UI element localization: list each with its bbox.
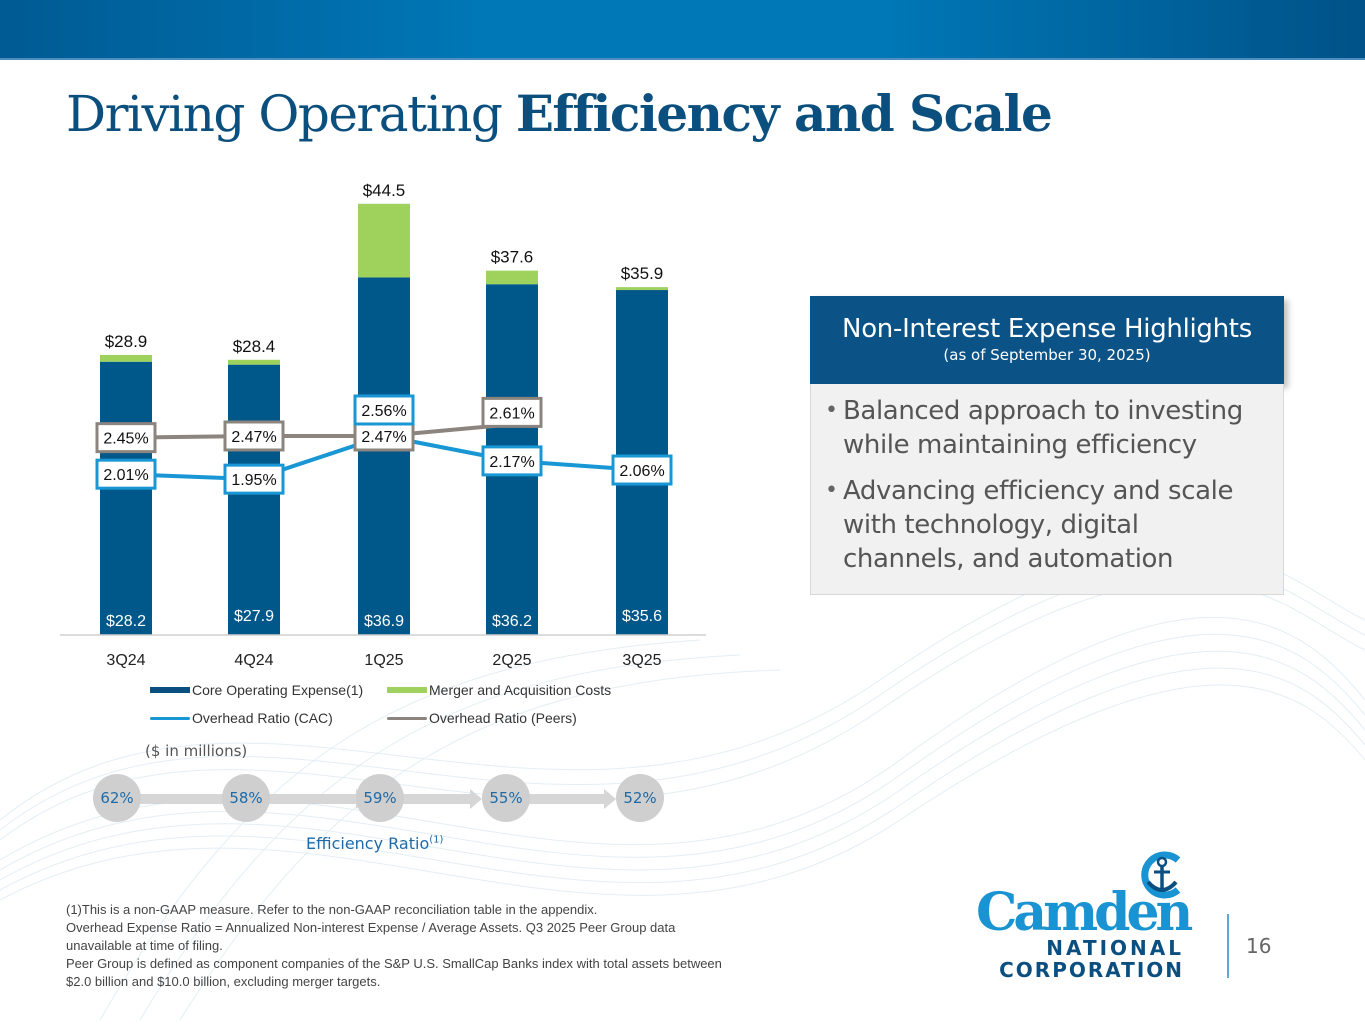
legend-line-peers <box>387 716 427 720</box>
cac-label-2Q25-box <box>481 445 543 477</box>
x-tick-1Q25: 1Q25 <box>364 652 403 669</box>
arrow-icon <box>396 789 482 809</box>
arrow-icon <box>136 789 238 809</box>
peers-label-3Q24-box <box>95 422 157 454</box>
cac-label-3Q24: 2.01% <box>103 467 148 484</box>
bar-merger-1Q25 <box>358 203 410 278</box>
legend-item-core: Core Operating Expense(1) <box>150 682 363 698</box>
units-note: ($ in millions) <box>145 742 248 760</box>
cac-label-2Q25: 2.17% <box>489 454 534 471</box>
bar-core-4Q24 <box>228 364 280 635</box>
total-label-3Q25: $35.9 <box>621 264 664 283</box>
x-tick-3Q25: 3Q25 <box>622 652 661 669</box>
arrow-icon <box>528 789 616 809</box>
efficiency-ratio-3q24: 62% <box>93 774 141 822</box>
legend-label-peers: Overhead Ratio (Peers) <box>429 710 577 726</box>
x-tick-4Q24: 4Q24 <box>234 652 273 669</box>
peers-label-2Q25-box <box>481 396 543 428</box>
core-label-3Q24: $28.2 <box>106 613 146 630</box>
ratio-label-1Q25-lower-box <box>353 420 415 452</box>
highlights-panel-body: Balanced approach to investing while mai… <box>810 384 1284 595</box>
bar-core-1Q25 <box>358 277 410 635</box>
efficiency-ratio-2q25: 55% <box>482 774 530 822</box>
header-banner <box>0 0 1365 60</box>
total-label-1Q25: $44.5 <box>363 181 406 200</box>
efficiency-ratio-3q25: 52% <box>616 774 664 822</box>
highlights-panel: Non-Interest Expense Highlights (as of S… <box>810 296 1284 595</box>
highlights-panel-title: Non-Interest Expense Highlights <box>842 314 1252 344</box>
footnote-line: (1)This is a non-GAAP measure. Refer to … <box>66 902 598 917</box>
legend-label-core: Core Operating Expense(1) <box>192 682 364 698</box>
expense-chart: $28.9 $28.2 3Q24 $28.4 $27.9 4Q24 $44.5 $36.9 1Q… <box>60 181 706 669</box>
cac-label-3Q25: 2.06% <box>619 463 664 480</box>
x-tick-3Q24: 3Q24 <box>106 652 145 669</box>
highlight-item: Advancing efficiency and scale with tech… <box>825 474 1263 576</box>
peers-label-4Q24-box <box>223 420 285 452</box>
legend-item-merger: Merger and Acquisition Costs <box>387 682 611 698</box>
legend-item-peers: Overhead Ratio (Peers) <box>387 710 577 726</box>
efficiency-ratio-footnote-mark: (1) <box>429 834 444 846</box>
legend-item-cac: Overhead Ratio (CAC) <box>150 710 333 726</box>
ratio-label-1Q25-upper-box <box>353 394 415 426</box>
bar-core-3Q24 <box>100 361 152 635</box>
efficiency-ratio-1q25: 59% <box>356 774 404 822</box>
legend-swatch-core <box>150 687 190 693</box>
cac-label-3Q25-box <box>611 454 673 486</box>
peers-label-3Q24: 2.45% <box>103 431 148 448</box>
slide-title-light: Driving Operating <box>66 85 516 143</box>
logo-wordmark: Camden <box>976 882 1193 943</box>
highlights-panel-header: Non-Interest Expense Highlights (as of S… <box>810 296 1284 384</box>
total-label-2Q25: $37.6 <box>491 248 534 267</box>
logo-national: NATIONAL <box>1046 936 1184 960</box>
footnotes: (1)This is a non-GAAP measure. Refer to … <box>66 901 726 991</box>
legend-line-cac <box>150 716 190 720</box>
ratio-label-1Q25-upper: 2.56% <box>361 403 406 420</box>
footnote-line: Overhead Expense Ratio = Annualized Non-… <box>66 920 676 953</box>
ratio-label-1Q25-lower: 2.47% <box>361 429 406 446</box>
total-label-4Q24: $28.4 <box>233 337 276 356</box>
efficiency-ratio-row: 62% 58% 59% 55% 52% <box>0 774 720 824</box>
efficiency-ratio-4q24: 58% <box>222 774 270 822</box>
logo-corporation: CORPORATION <box>999 958 1184 982</box>
line-overhead-peers <box>125 422 513 440</box>
anchor-icon <box>1141 851 1181 899</box>
highlights-panel-subtitle: (as of September 30, 2025) <box>943 346 1151 364</box>
total-label-3Q24: $28.9 <box>105 332 148 351</box>
page-divider <box>1227 914 1229 978</box>
cac-label-4Q24: 1.95% <box>231 472 276 489</box>
bar-merger-2Q25 <box>486 270 538 285</box>
arrow-icon <box>264 789 368 809</box>
highlight-item: Balanced approach to investing while mai… <box>825 394 1263 462</box>
peers-label-2Q25: 2.61% <box>489 405 534 422</box>
cac-label-3Q24-box <box>95 458 157 490</box>
core-label-1Q25: $36.9 <box>364 613 404 630</box>
highlights-list: Balanced approach to investing while mai… <box>825 394 1263 576</box>
page-number: 16 <box>1246 934 1272 958</box>
core-label-3Q25: $35.6 <box>622 608 662 625</box>
core-label-2Q25: $36.2 <box>492 613 532 630</box>
camden-logo: Camden NATIONAL CORPORATION <box>972 850 1193 990</box>
slide-title-bold: Efficiency and Scale <box>515 84 1053 143</box>
footnote-line: Peer Group is defined as component compa… <box>66 956 722 989</box>
bar-merger-4Q24 <box>228 359 280 365</box>
legend-label-cac: Overhead Ratio (CAC) <box>192 710 333 726</box>
efficiency-ratio-label: Efficiency Ratio(1) <box>306 834 443 853</box>
core-label-4Q24: $27.9 <box>234 608 274 625</box>
slide-title: Driving Operating Efficiency and Scale <box>66 84 1053 143</box>
legend-swatch-merger <box>387 687 427 693</box>
efficiency-ratio-label-text: Efficiency Ratio <box>306 834 430 853</box>
cac-label-4Q24-box <box>223 463 285 495</box>
peers-label-4Q24: 2.47% <box>231 429 276 446</box>
x-tick-2Q25: 2Q25 <box>492 652 531 669</box>
bar-merger-3Q24 <box>100 354 152 362</box>
legend-label-merger: Merger and Acquisition Costs <box>429 682 612 698</box>
bar-merger-3Q25 <box>616 287 668 291</box>
